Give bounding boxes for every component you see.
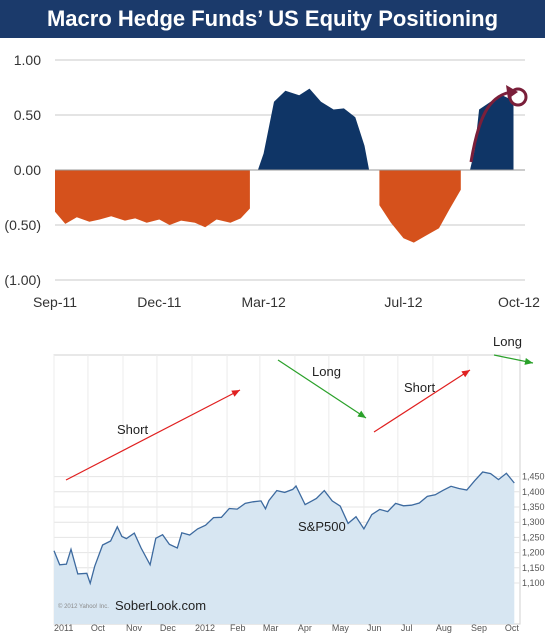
x-tick-label: Jul-12 <box>384 294 422 310</box>
brand-label: SoberLook.com <box>115 598 206 613</box>
x-tick-label: Nov <box>126 623 143 633</box>
x-tick-label: Dec-11 <box>137 294 181 310</box>
y-tick-label: 1,450 <box>522 472 545 482</box>
annotation-short-1: Short <box>117 422 148 437</box>
x-tick-label: Feb <box>230 623 246 633</box>
short-position-area <box>55 170 250 228</box>
annotation-short-2: Short <box>404 380 435 395</box>
x-tick-label: Mar <box>263 623 279 633</box>
highlight-circle <box>508 87 528 107</box>
y-tick-label: 1,100 <box>522 578 545 588</box>
x-tick-label: Aug <box>436 623 452 633</box>
x-tick-label: 2011 <box>54 623 73 633</box>
positioning-areas <box>55 88 525 243</box>
x-tick-label: Jun <box>367 623 382 633</box>
y-tick-label: 1,300 <box>522 517 545 527</box>
long-position-area <box>257 88 370 170</box>
y-tick-label: 0.00 <box>14 162 41 178</box>
y-axis-ticks: 1.00 0.50 0.00 (0.50) (1.00) <box>4 52 41 288</box>
short-trend-arrow-2 <box>373 369 471 433</box>
sp500-line <box>53 471 515 586</box>
y-tick-label: 0.50 <box>14 107 41 123</box>
x-tick-label: Apr <box>298 623 312 633</box>
long-trend-arrow-2-head <box>524 357 533 365</box>
y-tick-label: 1,200 <box>522 548 545 558</box>
x-tick-label: Dec <box>160 623 177 633</box>
positioning-annotation <box>469 85 528 163</box>
x-tick-label: Oct <box>91 623 106 633</box>
trend-arrows <box>65 354 534 481</box>
chart-title: Macro Hedge Funds’ US Equity Positioning <box>46 6 499 31</box>
y-axis-ticks: 1,100 1,150 1,200 1,250 1,300 1,350 1,400 1,450 <box>522 472 545 588</box>
y-tick-label: (0.50) <box>4 217 41 233</box>
y-tick-label: 1,350 <box>522 502 545 512</box>
long-trend-arrow-1-head <box>357 410 366 418</box>
y-tick-label: (1.00) <box>4 272 41 288</box>
short-trend-arrow-1 <box>65 389 241 481</box>
y-tick-label: 1,400 <box>522 487 545 497</box>
x-tick-label: Sep-11 <box>33 294 77 310</box>
long-trend-arrow-1 <box>277 359 367 419</box>
x-tick-label: Oct <box>505 623 520 633</box>
x-tick-label: Jul <box>401 623 413 633</box>
annotation-long-1: Long <box>312 364 341 379</box>
x-tick-label: May <box>332 623 350 633</box>
trend-arrow-curve <box>469 90 513 163</box>
short-position-area <box>379 170 461 243</box>
sp500-area <box>53 471 515 624</box>
sp500-fill <box>54 472 515 624</box>
sp500-label: S&P500 <box>298 519 346 534</box>
x-tick-label: Mar-12 <box>241 294 286 310</box>
x-tick-label: 2012 <box>195 623 215 633</box>
long-position-area <box>470 95 514 170</box>
y-tick-label: 1,250 <box>522 532 545 542</box>
y-tick-label: 1,150 <box>522 563 545 573</box>
watermark: © 2012 Yahoo! Inc. <box>58 603 109 610</box>
short-trend-arrow-1-head <box>231 390 240 397</box>
x-axis-ticks: 2011 Oct Nov Dec 2012 Feb Mar Apr May Jun Jul Aug Se… <box>54 623 519 633</box>
x-axis-ticks: Sep-11 Dec-11 Mar-12 Jul-12 Oct-12 <box>33 294 540 310</box>
x-tick-label: Oct-12 <box>498 294 540 310</box>
x-tick-label: Sep <box>471 623 487 633</box>
title-banner: Macro Hedge Funds’ US Equity Positioning <box>0 0 545 38</box>
annotation-long-2: Long <box>493 334 522 349</box>
y-tick-label: 1.00 <box>14 52 41 68</box>
short-trend-arrow-2-head <box>461 370 470 378</box>
hedge-fund-positioning-chart: 1.00 0.50 0.00 (0.50) (1.00) Sep-11 Dec-11 Mar… <box>4 52 540 310</box>
